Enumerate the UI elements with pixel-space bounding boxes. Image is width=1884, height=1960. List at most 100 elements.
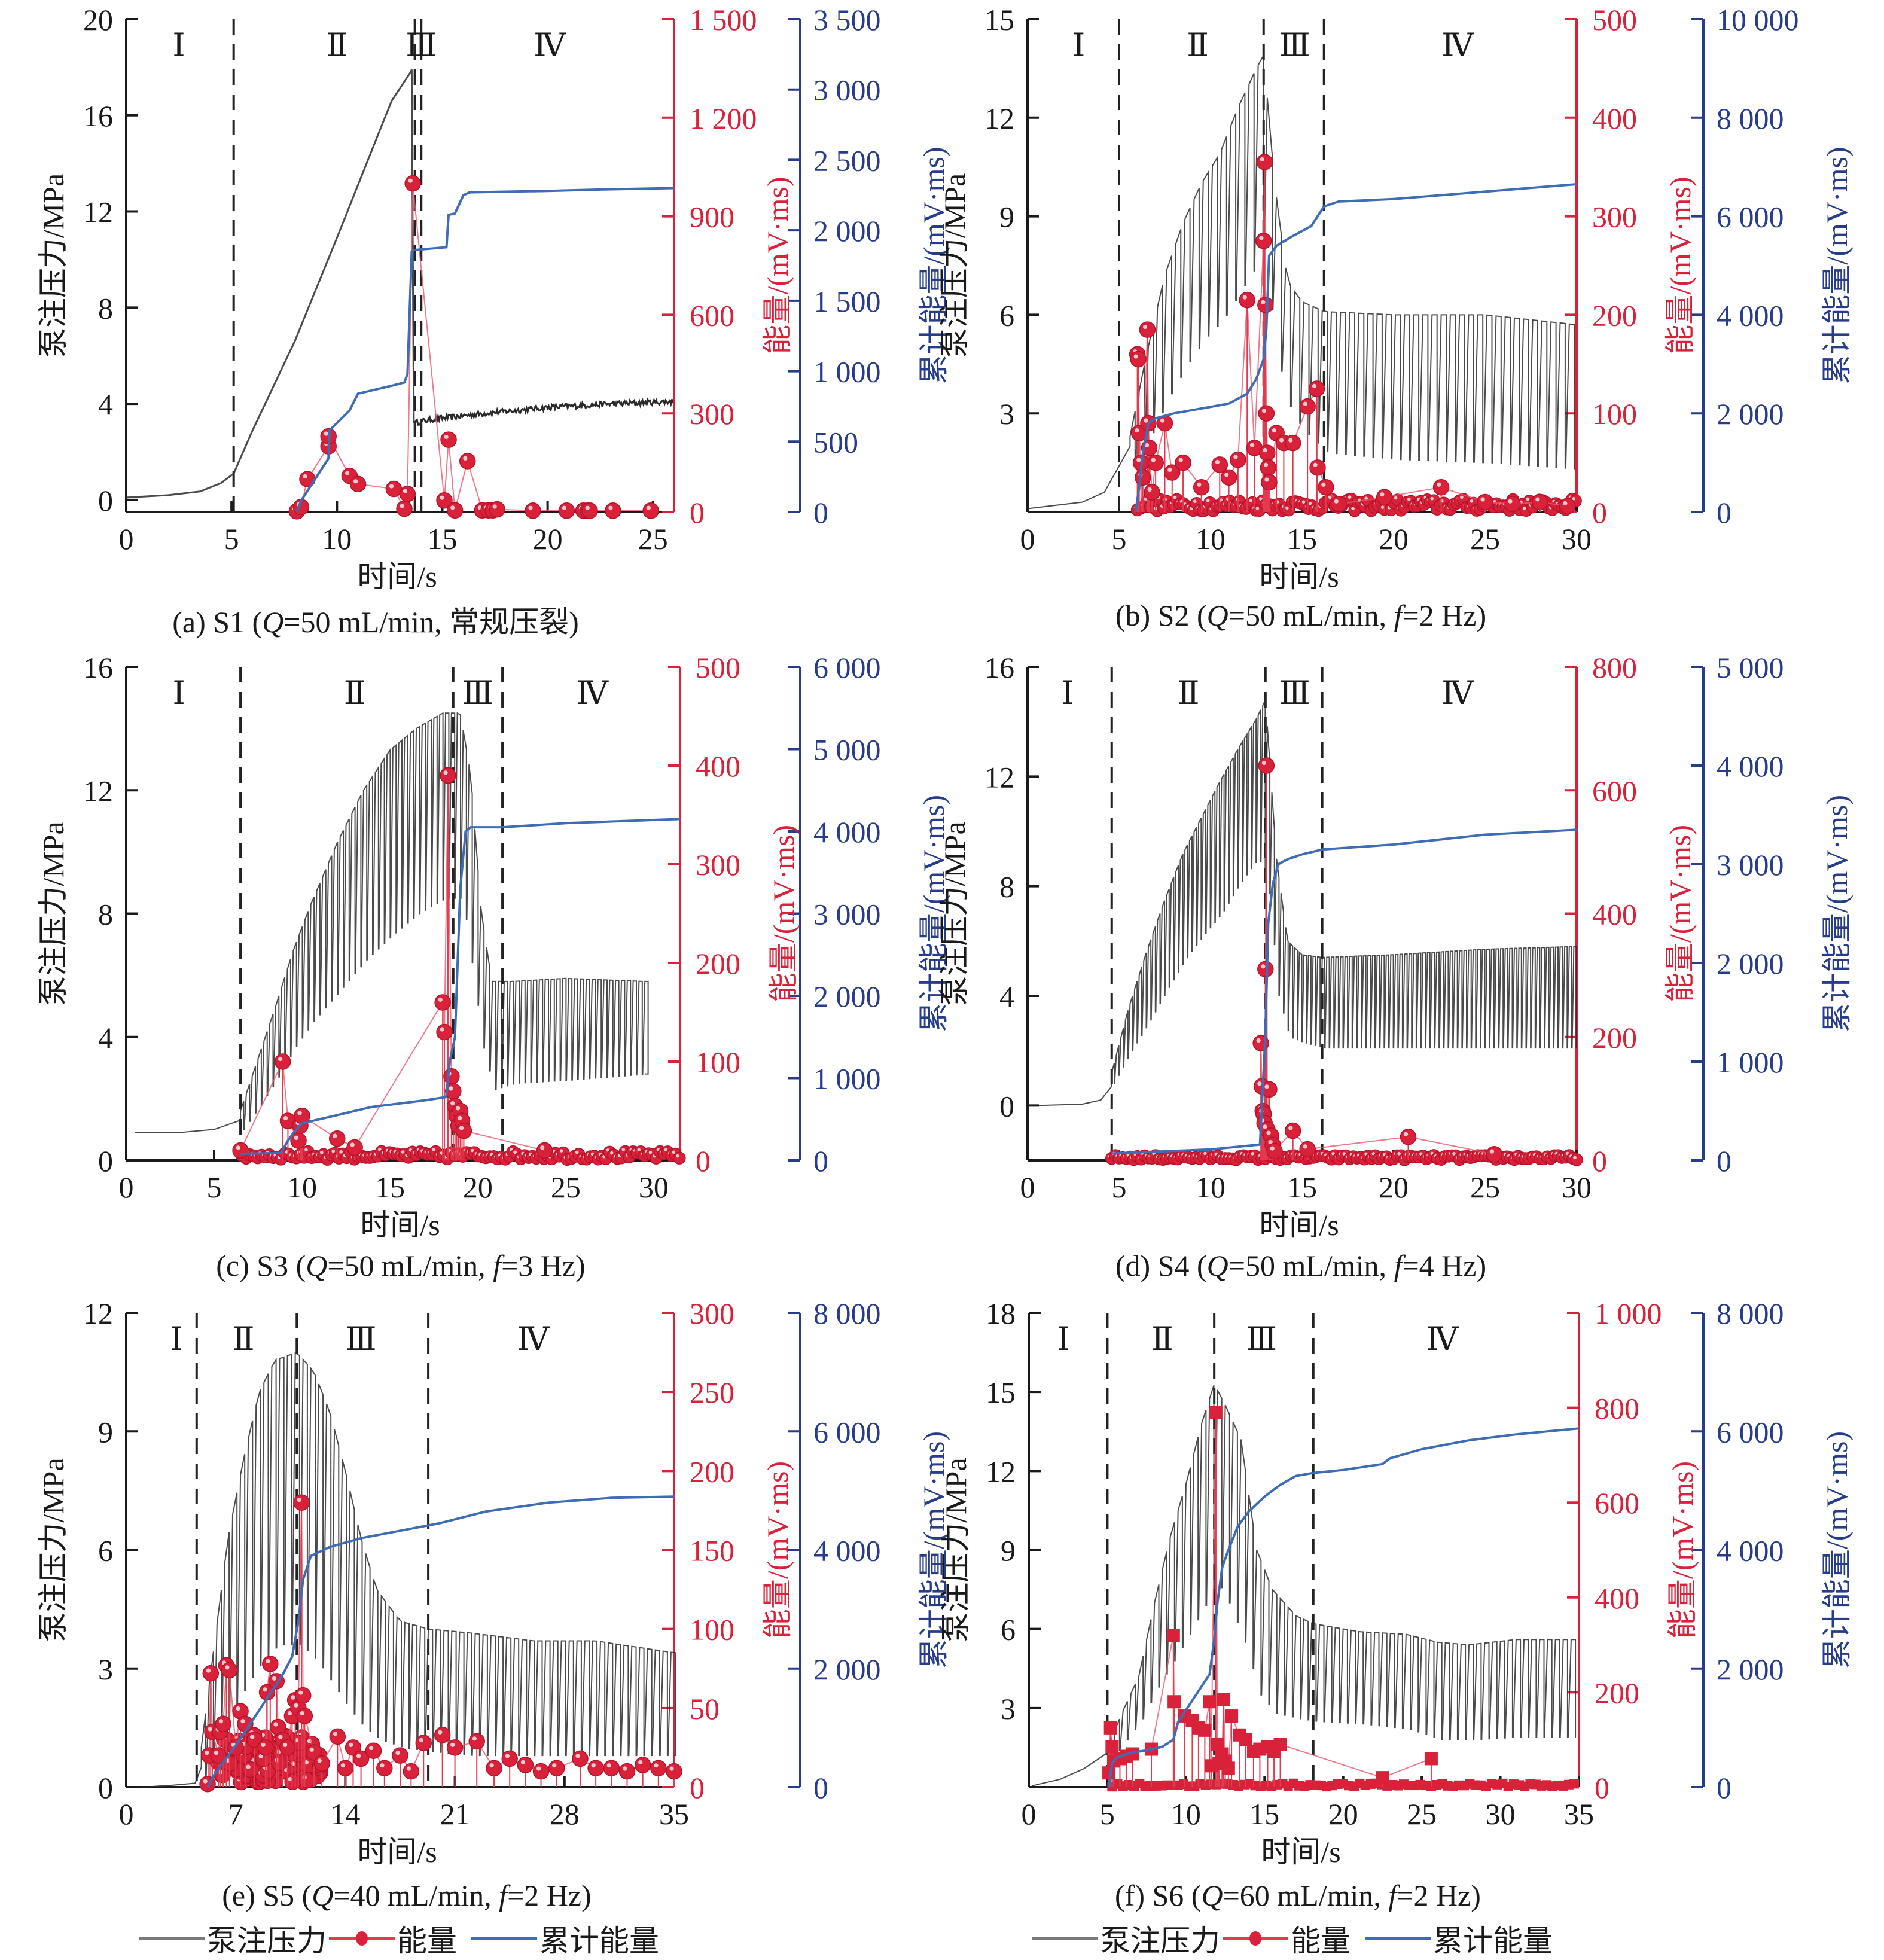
energy-tick-label: 300 — [690, 1297, 734, 1330]
left-tick-label: 15 — [984, 3, 1014, 36]
energy-marker-highlight — [1573, 1156, 1577, 1160]
energy-marker-highlight — [1572, 497, 1575, 501]
energy-marker-highlight — [240, 1719, 245, 1724]
energy-marker — [1259, 444, 1276, 461]
stage-label: Ⅱ — [344, 675, 366, 711]
energy-marker — [365, 1742, 382, 1759]
x-tick-label: 21 — [440, 1797, 470, 1831]
energy-marker — [650, 1760, 667, 1777]
energy-marker — [202, 1665, 220, 1682]
cumulative-tick-label: 0 — [1717, 496, 1731, 529]
energy-marker — [587, 1760, 604, 1777]
energy-marker-highlight — [455, 1106, 461, 1111]
energy-marker-highlight — [395, 1750, 400, 1755]
energy-marker — [434, 1727, 451, 1743]
left-tick-label: 6 — [98, 1534, 113, 1568]
energy-marker-highlight — [1279, 438, 1284, 443]
caption-prefix: (c) S3 ( — [216, 1249, 306, 1282]
energy-marker-highlight — [560, 1149, 563, 1153]
energy-marker — [1135, 469, 1151, 486]
energy-marker — [293, 1494, 310, 1511]
x-tick-label: 0 — [119, 522, 134, 556]
cumulative-tick-label: 4 000 — [1717, 1534, 1784, 1568]
stage-label: Ⅲ — [1279, 28, 1310, 63]
stage-label: Ⅰ — [173, 675, 185, 711]
caption-d: (d) S4 (Q=50 mL/min, f=4 Hz) — [1115, 1248, 1486, 1283]
pressure-line — [1038, 700, 1577, 1106]
energy-tick-label: 0 — [690, 1771, 705, 1804]
energy-marker-highlight — [294, 1135, 298, 1141]
energy-marker-highlight — [438, 1730, 443, 1735]
energy-marker-highlight — [1193, 499, 1197, 503]
energy-marker-highlight — [471, 1148, 474, 1153]
energy-marker — [262, 1656, 279, 1672]
energy-marker-highlight — [654, 1763, 659, 1768]
energy-marker — [1166, 1629, 1180, 1642]
energy-marker-highlight — [1403, 1132, 1409, 1136]
caption-q: Q — [1206, 599, 1228, 632]
x-axis-label: 时间/s — [360, 1208, 440, 1242]
caption-prefix: (f) S6 ( — [1115, 1879, 1202, 1912]
energy-marker-highlight — [552, 1763, 557, 1768]
stage-label: Ⅳ — [517, 1321, 550, 1357]
stage-label: Ⅰ — [1057, 1321, 1069, 1357]
energy-marker — [446, 502, 464, 519]
energy-marker-highlight — [1263, 447, 1267, 453]
energy-marker — [1424, 1752, 1438, 1766]
energy-marker — [399, 486, 416, 502]
left-tick-label: 6 — [999, 298, 1014, 332]
caption-b: (b) S2 (Q=50 mL/min, f=2 Hz) — [1115, 598, 1486, 633]
energy-marker-highlight — [676, 1154, 679, 1158]
energy-marker-highlight — [562, 505, 567, 510]
cumulative-tick-label: 1 000 — [813, 355, 881, 389]
left-tick-label: 15 — [986, 1376, 1016, 1409]
cumulative-tick-label: 0 — [1717, 1771, 1731, 1804]
energy-marker-highlight — [1285, 506, 1289, 510]
energy-marker-highlight — [288, 1776, 292, 1782]
energy-marker-highlight — [575, 1150, 579, 1154]
energy-marker-highlight — [520, 1760, 526, 1765]
energy-marker-highlight — [1430, 496, 1434, 501]
left-tick-label: 12 — [83, 774, 113, 807]
energy-marker — [446, 1739, 464, 1756]
energy-marker-highlight — [1259, 497, 1263, 501]
x-tick-label: 25 — [1470, 522, 1500, 556]
energy-marker — [605, 502, 621, 519]
energy-marker-highlight — [505, 1754, 510, 1758]
energy-marker-highlight — [400, 504, 404, 508]
energy-marker — [337, 1760, 354, 1777]
caption-c: (c) S3 (Q=50 mL/min, f=3 Hz) — [216, 1248, 585, 1283]
caption-q: Q — [306, 1249, 328, 1282]
stage-label: Ⅲ — [406, 28, 437, 63]
energy-marker — [1167, 1695, 1181, 1709]
left-axis-label: 泵注压力/MPa — [938, 821, 971, 1005]
stage-label: Ⅰ — [1072, 28, 1085, 63]
energy-marker-highlight — [272, 1676, 276, 1681]
left-tick-label: 4 — [999, 980, 1014, 1013]
energy-tick-label: 0 — [1592, 1144, 1607, 1178]
energy-marker-highlight — [1535, 497, 1540, 502]
left-axis-label: 泵注压力/MPa — [939, 1458, 973, 1642]
energy-marker — [532, 1763, 550, 1780]
cumulative-line — [240, 818, 681, 1155]
stage-label: Ⅰ — [172, 28, 185, 63]
energy-marker — [581, 502, 598, 519]
energy-marker-highlight — [333, 1133, 337, 1138]
x-tick-label: 15 — [1287, 522, 1317, 556]
energy-tick-label: 400 — [1595, 1581, 1639, 1615]
energy-marker — [403, 1763, 420, 1780]
left-tick-label: 12 — [984, 760, 1014, 794]
energy-marker — [603, 1760, 620, 1777]
x-tick-label: 0 — [119, 1170, 134, 1204]
energy-marker-highlight — [263, 1687, 267, 1692]
legend-swatch-pressure — [1032, 1937, 1098, 1940]
energy-marker — [1257, 297, 1274, 313]
left-tick-label: 8 — [98, 898, 113, 931]
caption-rest2: =2 Hz) — [1397, 1879, 1481, 1912]
energy-marker-highlight — [438, 997, 443, 1002]
energy-marker-highlight — [380, 1763, 385, 1768]
energy-marker — [1258, 405, 1275, 422]
energy-axis-label: 能量/(mV·ms) — [761, 176, 794, 354]
energy-marker — [1239, 1733, 1252, 1746]
energy-tick-label: 0 — [1595, 1771, 1609, 1804]
